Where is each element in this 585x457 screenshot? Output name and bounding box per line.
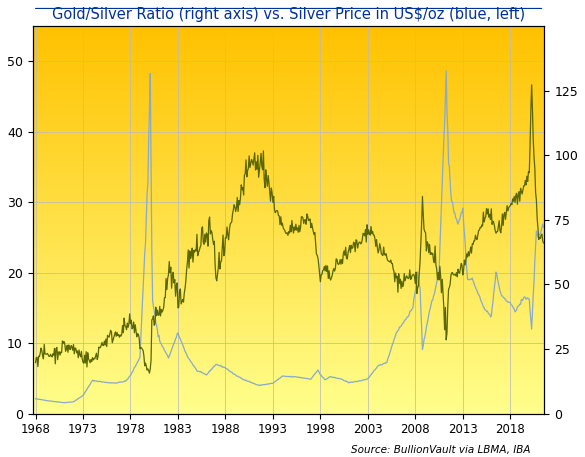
Title: Gold/Silver Ratio (right axis) vs. Silver Price in US$/oz (blue, left): Gold/Silver Ratio (right axis) vs. Silve… (52, 7, 525, 22)
Text: Source: BullionVault via LBMA, IBA: Source: BullionVault via LBMA, IBA (351, 445, 531, 455)
